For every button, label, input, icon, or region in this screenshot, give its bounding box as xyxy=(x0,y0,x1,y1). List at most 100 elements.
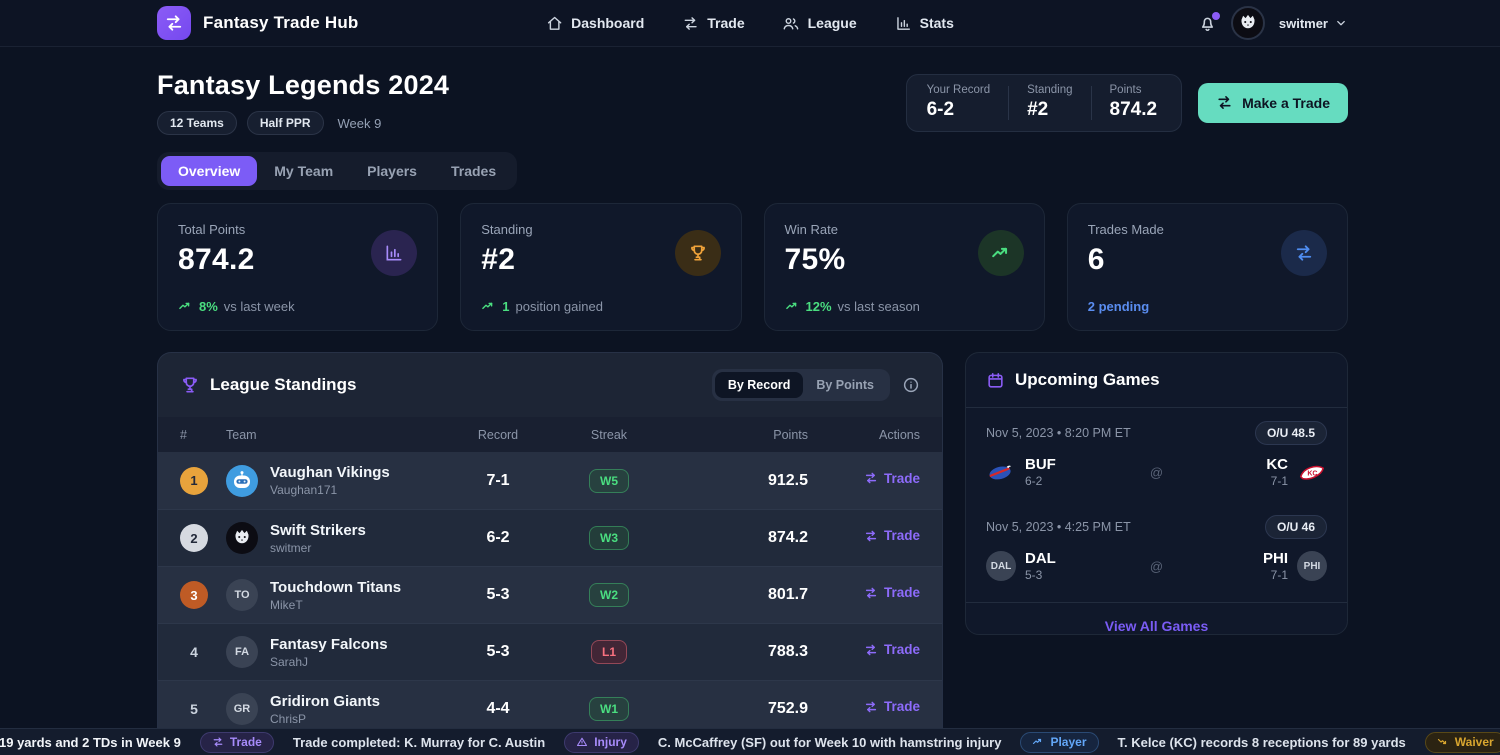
stat-card-total-points: Total Points 874.2 8% vs last week xyxy=(157,203,439,331)
col-record: Record xyxy=(477,427,519,442)
users-icon xyxy=(784,17,799,30)
trade-badge: Trade xyxy=(199,731,274,753)
scoring-badge: Half PPR xyxy=(246,111,324,135)
cowboys-logo-circle: DAL xyxy=(986,551,1016,581)
trade-button[interactable]: Trade xyxy=(864,642,920,657)
trending-up-icon xyxy=(785,302,796,310)
rank-number: 4 xyxy=(190,644,198,660)
chiefs-logo-icon: KC xyxy=(1299,465,1325,480)
trade-button[interactable]: Trade xyxy=(864,471,920,486)
away-team-abbr: DAL xyxy=(1025,550,1056,567)
swap-icon xyxy=(865,701,877,713)
table-row[interactable]: 2 Swift Strikers switmer 6-2 W3 874.2 Tr… xyxy=(158,509,942,566)
away-team-record: 5-3 xyxy=(1025,568,1043,582)
swap-icon xyxy=(865,587,877,599)
swap-icon xyxy=(1218,96,1231,109)
tab-trades[interactable]: Trades xyxy=(450,163,497,179)
table-row[interactable]: 4 FA Fantasy Falcons SarahJ 5-3 L1 788.3… xyxy=(158,623,942,680)
nav-right: switmer xyxy=(1198,6,1348,40)
user-menu[interactable]: switmer xyxy=(1279,16,1348,31)
info-icon[interactable] xyxy=(902,376,920,394)
nav-item-league[interactable]: League xyxy=(783,15,857,32)
team-avatar-cat-icon xyxy=(226,522,258,554)
trend-note: vs last week xyxy=(223,299,295,314)
tab-players[interactable]: Players xyxy=(367,163,417,179)
team-owner: ChrisP xyxy=(270,711,307,726)
stat-value: #2 xyxy=(481,243,516,276)
home-team-record: 7-1 xyxy=(1270,474,1288,488)
team-name: Swift Strikers xyxy=(270,521,366,539)
ticker-text: C. McCaffrey (SF) out for Week 10 with h… xyxy=(657,734,1002,750)
ticker-text: T. Kelce (KC) records 8 receptions for 8… xyxy=(1117,734,1406,750)
league-standings-panel: League Standings By Record By Points # T… xyxy=(157,352,943,728)
stat-cards: Total Points 874.2 8% vs last week Stand… xyxy=(157,203,1348,331)
game-row: Nov 5, 2023 • 4:25 PM ET O/U 46 DAL DAL … xyxy=(966,502,1347,596)
team-avatar-initials: FA xyxy=(226,636,258,668)
swap-icon xyxy=(1281,230,1327,276)
pending-trades-link[interactable]: 2 pending xyxy=(1087,299,1150,314)
stat-card-standing: Standing #2 1 position gained xyxy=(460,203,742,331)
make-a-trade-button[interactable]: Make a Trade xyxy=(1198,82,1348,123)
injury-badge: Injury xyxy=(564,731,639,753)
team-owner: MikeT xyxy=(270,597,303,612)
team-owner: switmer xyxy=(270,540,312,555)
calendar-icon xyxy=(986,371,1005,390)
nav-item-dashboard[interactable]: Dashboard xyxy=(546,15,644,32)
trending-up-icon xyxy=(179,302,190,310)
stat-label: Standing xyxy=(481,222,533,237)
standing-label: Standing xyxy=(1027,84,1073,96)
team-points: 801.7 xyxy=(767,586,808,603)
user-avatar[interactable] xyxy=(1230,6,1265,40)
table-row[interactable]: 3 TO Touchdown Titans MikeT 5-3 W2 801.7… xyxy=(158,566,942,623)
table-row[interactable]: 1 Vaughan Vikings Vaughan171 7-1 W5 912.… xyxy=(158,452,942,509)
trending-down-icon xyxy=(1437,738,1446,745)
trending-up-icon xyxy=(1033,738,1042,745)
team-points: 912.5 xyxy=(767,471,808,489)
rank-badge: 3 xyxy=(180,581,208,609)
team-record: 4-4 xyxy=(486,700,510,717)
svg-text:KC: KC xyxy=(1307,470,1317,477)
nav-item-stats[interactable]: Stats xyxy=(895,15,954,32)
player-badge: Player xyxy=(1020,731,1099,753)
app-logo xyxy=(157,6,191,40)
at-symbol: @ xyxy=(1149,464,1164,480)
stat-value: 874.2 xyxy=(178,243,255,276)
team-avatar-robot-icon xyxy=(226,464,258,497)
trend-value: 1 xyxy=(502,299,510,314)
bell-icon xyxy=(1201,17,1213,31)
trade-button[interactable]: Trade xyxy=(864,699,920,714)
streak-badge: W2 xyxy=(589,583,629,607)
stat-label: Total Points xyxy=(178,222,246,237)
top-nav: Fantasy Trade Hub Dashboard Trade League… xyxy=(0,0,1500,47)
tab-my-team[interactable]: My Team xyxy=(274,163,334,179)
at-symbol: @ xyxy=(1149,558,1164,574)
toggle-by-points[interactable]: By Points xyxy=(816,378,874,392)
game-date: Nov 5, 2023 • 4:25 PM ET xyxy=(986,520,1131,534)
team-owner: Vaughan171 xyxy=(270,483,338,497)
notifications-button[interactable] xyxy=(1198,11,1220,33)
trade-button[interactable]: Trade xyxy=(864,585,920,600)
page-header: Fantasy Legends 2024 12 Teams Half PPR W… xyxy=(157,70,1348,135)
table-row[interactable]: 5 GR Gridiron Giants ChrisP 4-4 W1 752.9… xyxy=(158,680,942,728)
tab-overview[interactable]: Overview xyxy=(161,156,258,186)
team-points: 752.9 xyxy=(767,700,808,717)
standings-title: League Standings xyxy=(210,375,357,394)
ticker-text: 19 yards and 2 TDs in Week 9 xyxy=(0,734,181,750)
stat-label: Win Rate xyxy=(784,222,838,237)
toggle-by-record[interactable]: By Record xyxy=(714,372,804,398)
streak-badge: W5 xyxy=(589,468,629,493)
col-actions: Actions xyxy=(879,427,920,442)
nav-item-trade[interactable]: Trade xyxy=(682,15,745,32)
view-all-games-link[interactable]: View All Games xyxy=(1104,618,1209,634)
points-label: Points xyxy=(1109,84,1142,96)
team-avatar-initials: TO xyxy=(226,579,258,611)
away-team-record: 6-2 xyxy=(1025,474,1043,488)
streak-badge: L1 xyxy=(590,640,627,664)
trend-value: 12% xyxy=(805,299,832,314)
trade-button[interactable]: Trade xyxy=(864,528,920,543)
team-avatar-initials: GR xyxy=(226,693,258,725)
sort-toggle: By Record By Points xyxy=(711,369,890,401)
username: switmer xyxy=(1278,15,1328,31)
away-team-abbr: BUF xyxy=(1025,456,1056,473)
